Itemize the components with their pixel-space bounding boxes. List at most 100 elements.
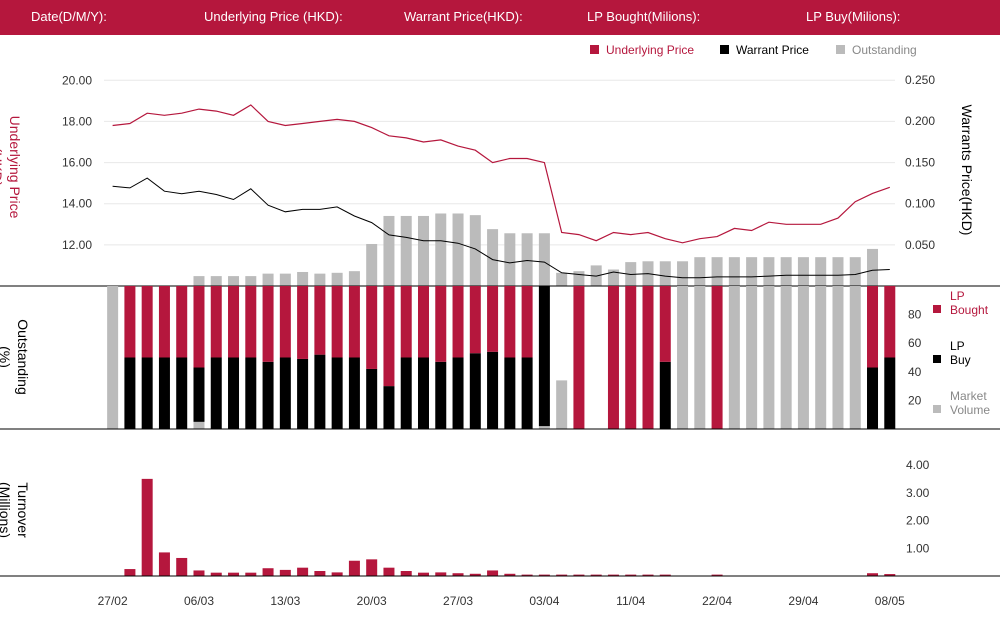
turnover-bar [556,574,568,576]
outstanding-bar [573,271,585,286]
x-tick-label: 08/05 [875,594,905,608]
lp-bought-bar [435,286,447,362]
lp-buy-bar [297,358,309,429]
pct-tick-label: 40 [908,365,922,379]
lp-buy-bar [504,357,516,429]
lp-buy-bar [383,386,395,429]
lp-buy-bar [279,357,291,429]
legend-swatch [836,45,845,54]
turnover-bar [538,574,550,576]
lp-bought-bar [504,286,516,358]
x-tick-label: 13/03 [270,594,300,608]
x-tick-label: 29/04 [788,594,818,608]
turnover-bar [176,557,188,576]
turnover-bar [210,572,222,576]
lp-buy-bar [228,357,240,429]
left-axis-title: Underlying Price(HKD) [0,116,23,219]
lp-bought-bar [297,286,309,359]
market-volume-bar [107,286,119,429]
lp-buy-bar [176,357,188,429]
outstanding-bar [366,243,378,286]
market-volume-bar [556,380,568,429]
lp-bought-bar [210,286,222,358]
warrant-price-line [112,177,890,279]
bar-legend-label: LP Buy [950,339,971,367]
outstanding-bar [780,257,792,286]
legend-label: Outstanding [852,43,917,57]
turnover-bar [607,574,619,576]
bar-legend-label: Market Volume [950,389,990,417]
lp-bought-bar [228,286,240,358]
market-volume-bar [193,421,205,429]
turnover-axis-title: Turnover(Millions) [0,482,31,538]
lp-buy-bar [314,354,326,429]
lp-buy-bar [124,357,136,429]
market-volume-bar [763,286,775,429]
underlying-price-line [112,104,890,244]
lp-buy-bar [245,357,257,429]
bar-legend-swatch [933,305,941,313]
lp-bought-bar [711,286,723,429]
outstanding-bar [694,257,706,286]
lp-bought-bar [158,286,170,358]
lp-bought-bar [176,286,188,358]
lp-buy-bar [331,357,343,429]
turnover-bar [642,574,654,576]
lp-bought-bar [417,286,429,358]
market-volume-bar [849,286,861,429]
turnover-bar [124,569,136,576]
outstanding-bar [797,257,809,286]
outstanding-bar [521,233,533,286]
lp-buy-field-label: LP Buy(Milions): [806,9,901,24]
legend-label: Warrant Price [736,43,809,57]
lp-buy-bar [867,367,879,429]
outstanding-bar [400,215,412,286]
lp-buy-bar [262,361,274,429]
lp-bought-bar [262,286,274,362]
turnover-bar [711,574,723,576]
right-tick-label: 0.250 [905,73,935,87]
outstanding-bar [746,257,758,286]
lp-bought-bar [452,286,464,358]
bar-legend-label: LP Bought [950,289,989,317]
left-tick-label: 14.00 [62,197,92,211]
outstanding-bar [867,248,879,286]
outstanding-axis-title: Outstanding(%) [0,319,31,395]
outstanding-bar [677,261,689,286]
legend-label: Underlying Price [606,43,694,57]
lp-bought-bar [383,286,395,387]
turnover-bar [314,571,326,576]
turnover-bar [366,559,378,576]
x-tick-label: 03/04 [529,594,559,608]
lp-bought-bar [331,286,343,358]
lp-bought-bar [348,286,360,358]
outstanding-bar [832,257,844,286]
lp-bought-bar [279,286,291,358]
pct-tick-label: 20 [908,393,922,407]
lp-buy-bar [469,353,481,429]
lp-buy-bar [417,357,429,429]
lp-buy-bar [158,357,170,429]
turnover-tick-label: 1.00 [906,541,930,555]
lp-bought-bar [884,286,896,358]
outstanding-bar [383,215,395,286]
underlying-price-field-label: Underlying Price (HKD): [204,9,343,24]
right-tick-label: 0.200 [905,114,935,128]
x-tick-label: 20/03 [357,594,387,608]
right-tick-label: 0.050 [905,238,935,252]
lp-bought-bar [642,286,654,429]
pct-tick-label: 60 [908,336,922,350]
market-volume-bar [832,286,844,429]
lp-buy-bar [487,351,499,429]
turnover-bar [348,560,360,576]
lp-bought-bar [521,286,533,358]
outstanding-bar [210,276,222,286]
x-tick-label: 11/04 [616,594,645,608]
outstanding-bar [711,257,723,286]
turnover-bar [659,574,671,576]
outstanding-bar [417,215,429,286]
bar-legend-swatch [933,405,941,413]
turnover-bar [590,574,602,576]
outstanding-bar [193,276,205,286]
